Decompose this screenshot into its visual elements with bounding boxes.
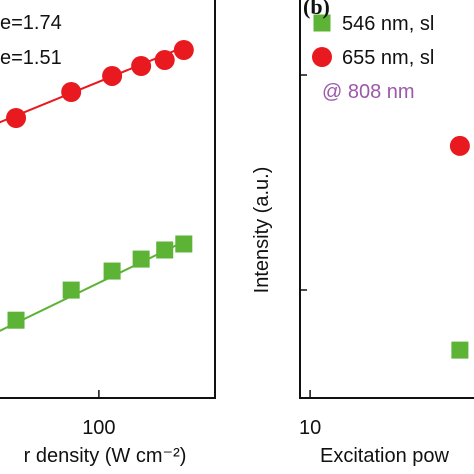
panel-label: (b) [303,0,330,19]
x-tick-label: 10 [299,417,321,439]
data-point [449,135,470,156]
annotation: e=1.74 [0,12,62,34]
data-point [62,281,80,299]
data-point [451,341,469,359]
data-point [154,49,175,70]
data-point [103,262,121,280]
data-point [131,56,152,77]
data-point [7,311,25,329]
annotation: @ 808 nm [322,81,415,103]
data-point [102,65,123,86]
data-point [6,107,27,128]
data-point [175,235,193,253]
data-point [313,14,331,32]
x-axis-label: Excitation pow [320,445,450,467]
x-axis-label: r density (W cm⁻²) [24,445,187,467]
right-frame [299,0,474,399]
data-point [132,250,150,268]
data-point [156,241,174,259]
x-tick-label: 100 [82,417,115,439]
legend-label: 546 nm, sl [342,13,434,35]
y-axis-label: Intensity (a.u.) [251,167,273,294]
left-frame [0,0,216,399]
data-point [173,39,194,60]
legend-label: 655 nm, sl [342,47,434,69]
annotation: e=1.51 [0,47,62,69]
data-point [61,82,82,103]
data-point [312,47,332,67]
